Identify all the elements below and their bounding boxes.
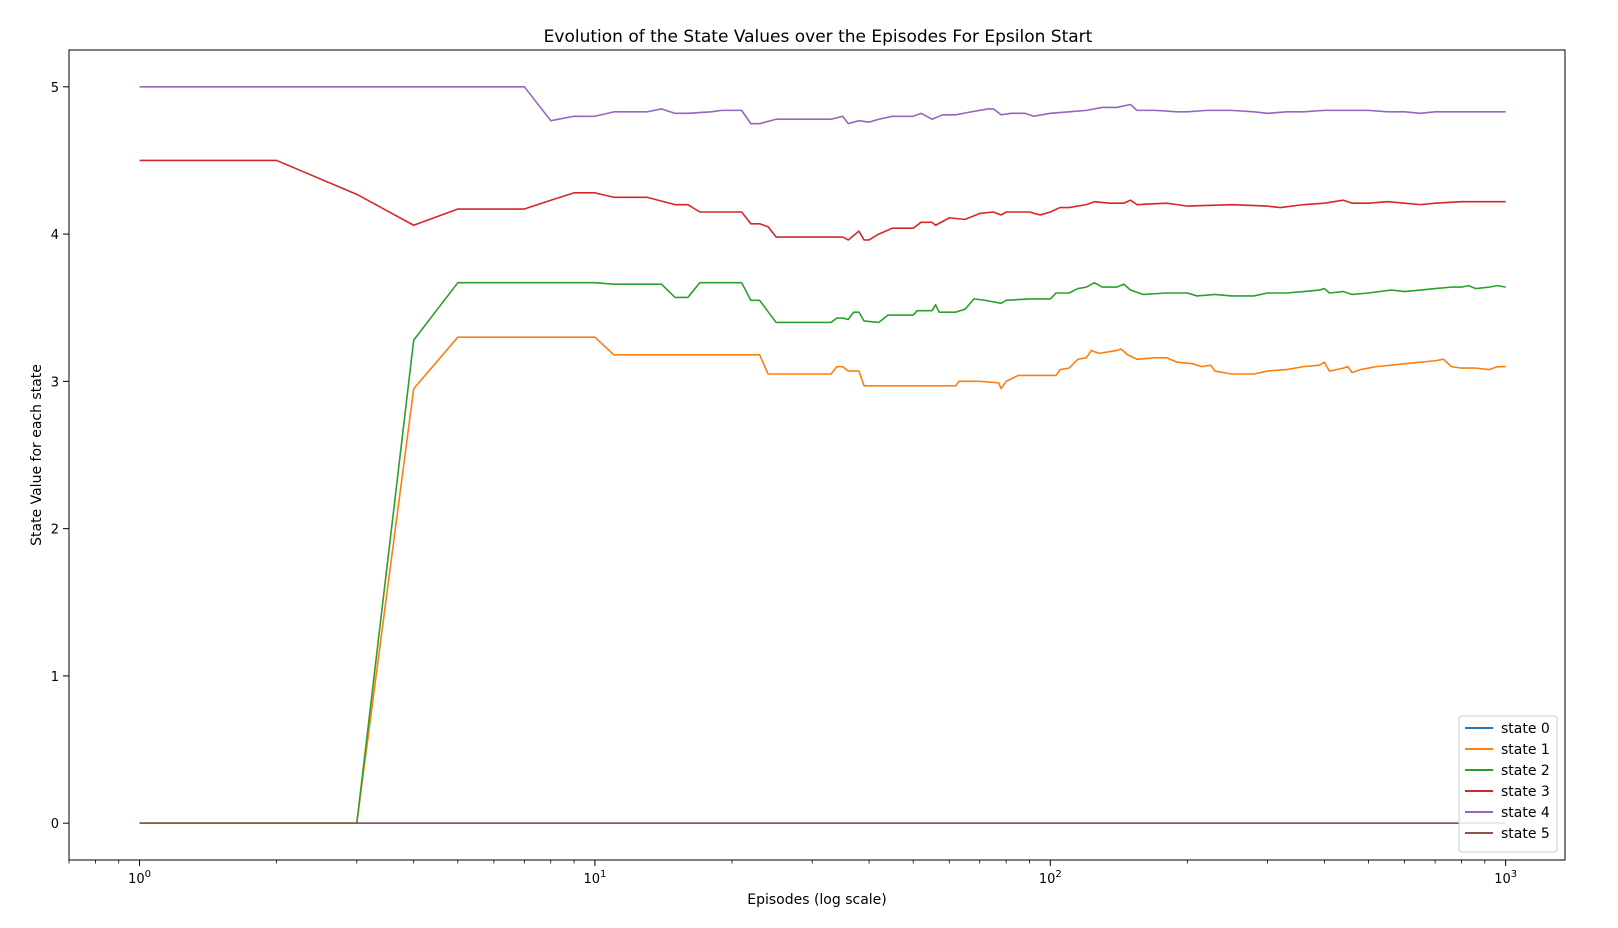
x-tick-label: 101 [583,869,606,887]
legend-label: state 3 [1501,784,1550,800]
y-tick-label: 4 [51,228,59,243]
chart-title: Evolution of the State Values over the E… [544,27,1093,47]
series-line-state-2 [139,281,1506,824]
legend-label: state 4 [1501,805,1550,821]
y-tick-label: 2 [51,523,59,538]
legend-label: state 2 [1501,763,1550,779]
series-line-state-3 [139,159,1506,241]
y-tick-label: 5 [51,81,59,96]
x-axis-ticks: 100 101 102 103 [68,860,1517,887]
x-axis-label: Episodes (log scale) [747,892,887,908]
y-axis-label: State Value for each state [29,364,45,546]
y-axis-ticks: 0 1 2 3 4 5 [51,81,69,832]
y-tick-label: 1 [51,670,59,685]
plot-frame [68,49,1566,861]
legend: state 0 state 1 state 2 state 3 state 4 state… [1458,715,1558,853]
y-tick-label: 0 [51,817,59,832]
x-tick-label: 102 [1039,869,1062,887]
series-line-state-1 [139,336,1506,824]
y-tick-label: 3 [51,375,59,390]
legend-label: state 1 [1501,742,1550,758]
x-tick-label: 103 [1494,869,1517,887]
series-line-state-4 [139,86,1506,125]
legend-label: state 5 [1501,826,1550,842]
x-tick-label: 100 [128,869,151,887]
legend-label: state 0 [1501,721,1550,737]
series-layer [139,86,1506,824]
